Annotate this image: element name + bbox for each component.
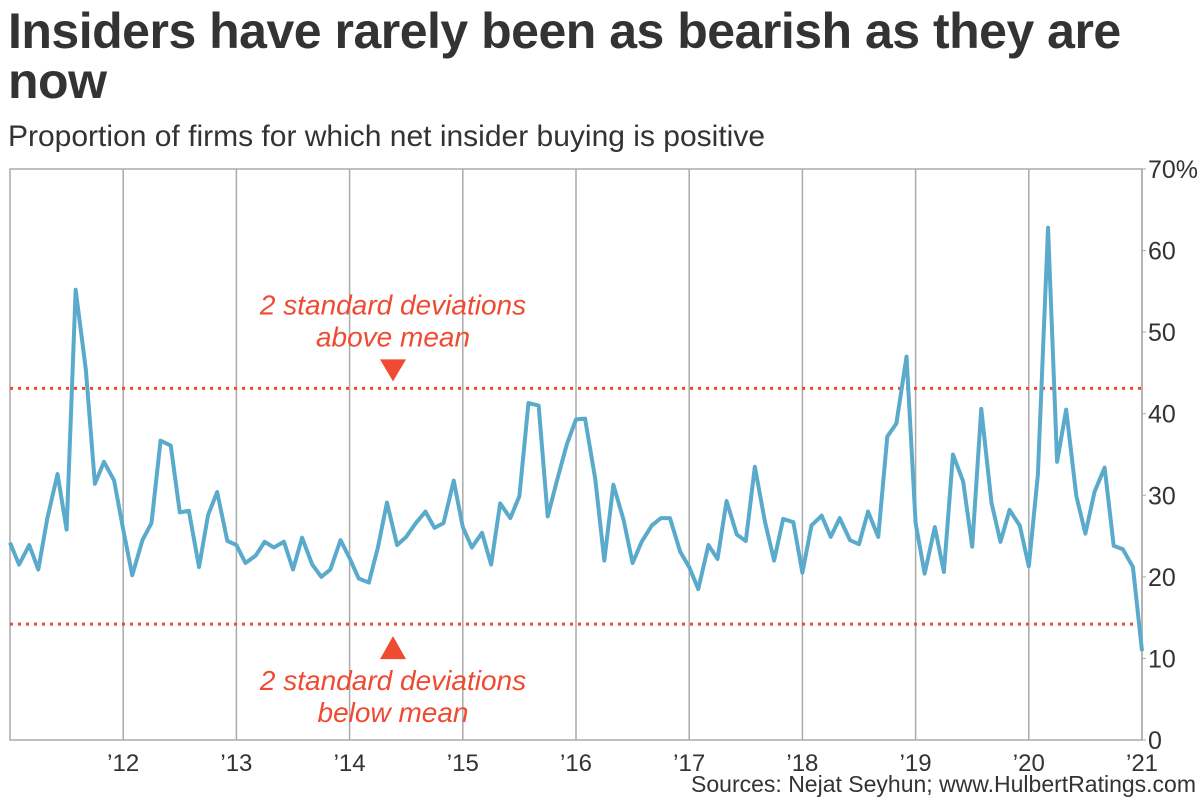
y-tick-label: 0 [1148,727,1162,755]
source: Sources: Nejat Seyhun; www.HulbertRating… [691,771,1196,797]
y-tick-label: 10 [1148,645,1176,673]
marker-triangle [380,636,406,660]
annotation-text: below mean [318,697,469,728]
annotation-text: 2 standard deviations [259,665,526,696]
x-tick-label: ’19 [900,750,932,777]
y-tick-label: 60 [1148,238,1176,266]
x-tick-label: ’13 [220,750,252,777]
y-tick-label: 20 [1148,564,1176,592]
data-line [8,225,1144,652]
marker-triangle [380,359,406,382]
x-tick-label: ’15 [447,750,479,777]
x-tick-label: ’12 [107,750,139,777]
annotation-text: above mean [316,321,470,352]
y-tick-label: 50 [1148,319,1176,347]
y-tick-label: 70% [1148,156,1198,184]
x-tick-label: ’16 [560,750,592,777]
chart-title: Insiders have rarely been as bearish as … [8,3,1121,109]
chart-subtitle: Proportion of firms for which net inside… [8,120,766,153]
x-tick-label: ’20 [1013,750,1045,777]
y-tick-label: 30 [1148,482,1176,510]
x-tick-label: ’14 [334,750,366,777]
x-tick-label: ’21 [1126,750,1158,777]
x-tick-label: ’18 [786,750,818,777]
x-tick-label: ’17 [673,750,705,777]
y-tick-label: 40 [1148,401,1176,429]
annotation-text: 2 standard deviations [259,289,526,320]
